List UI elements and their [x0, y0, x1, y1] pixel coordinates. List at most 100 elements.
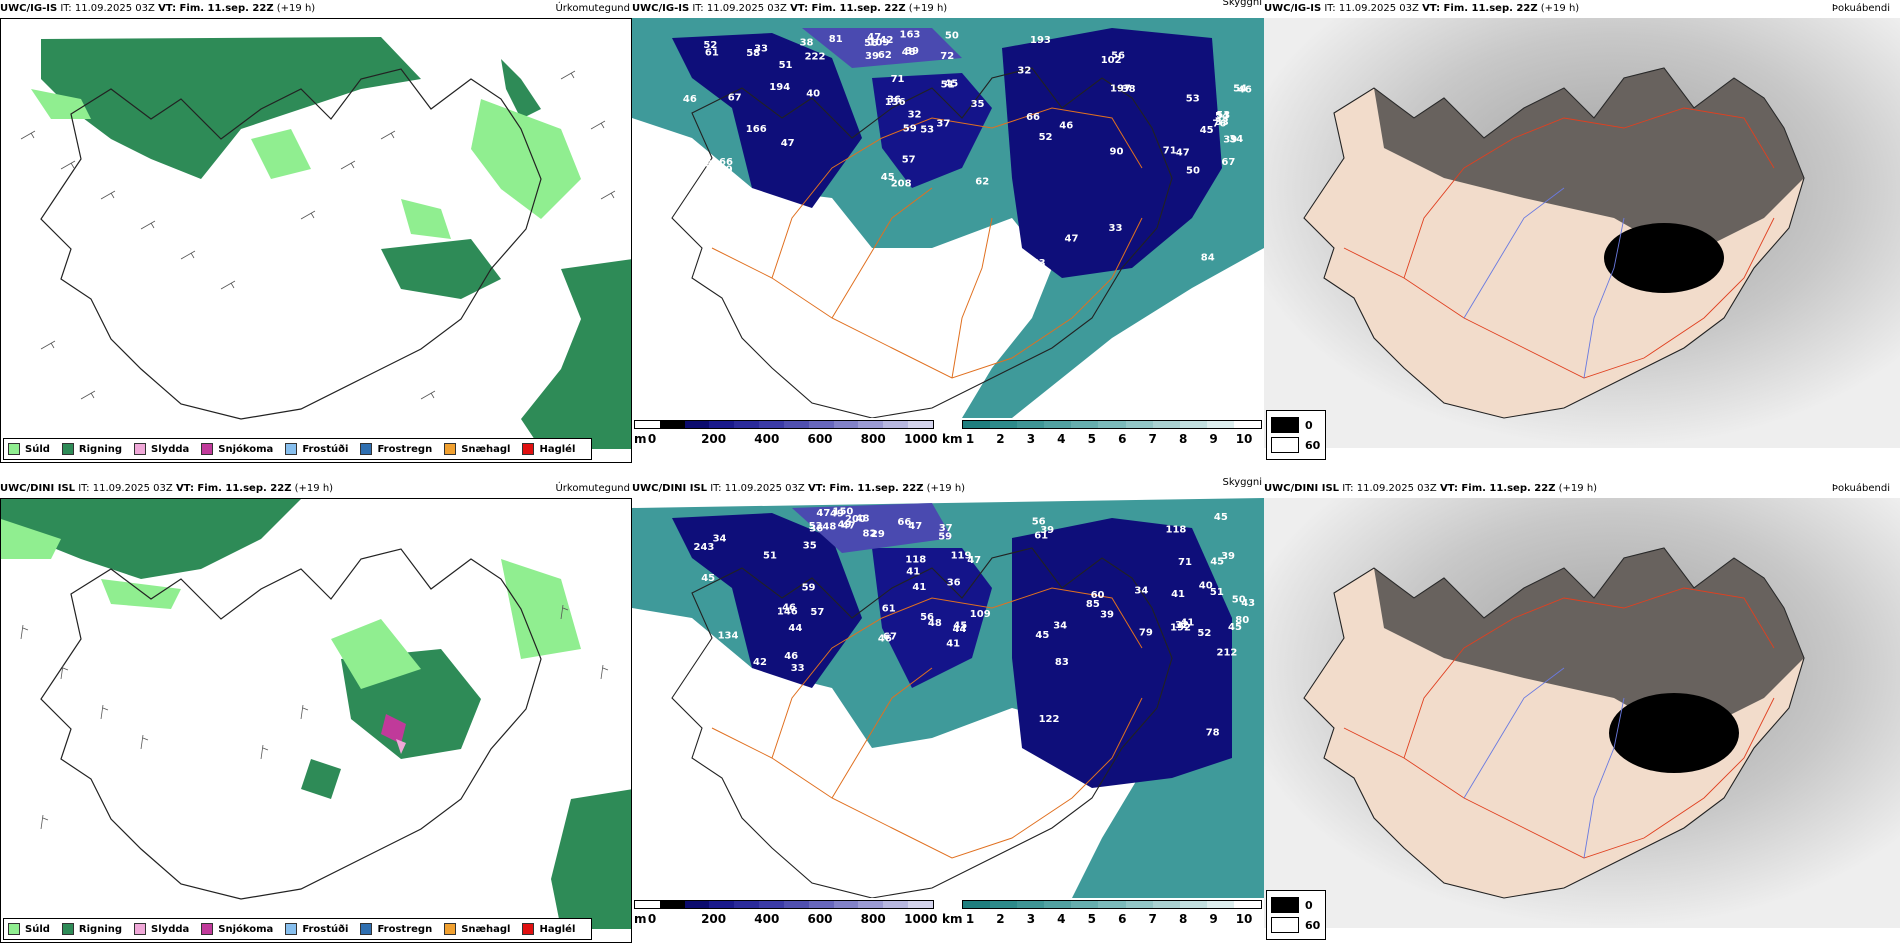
tick: 6: [1118, 912, 1127, 926]
colorbar-segment: [883, 901, 909, 908]
cloud-base-value: 56: [1032, 516, 1046, 527]
cloud-base-low: [872, 73, 992, 188]
cloud-base-value: 102: [1101, 55, 1122, 66]
colorbar-segment: [1206, 901, 1234, 908]
cloud-base-value: 33: [791, 663, 805, 674]
colorbar-segment: [759, 421, 784, 428]
cloud-base-value: 54: [1233, 84, 1247, 95]
tick: 8: [1178, 432, 1188, 446]
precip-map[interactable]: Súld Rigning Slydda Snjókoma Frostúði Fr…: [0, 18, 632, 463]
lead-time: (+19 h): [1540, 3, 1580, 14]
cloud-base-value: 38: [698, 159, 712, 170]
init-time: IT: 11.09.2025 03Z: [78, 483, 173, 494]
cloud-base-value: 52: [1039, 132, 1053, 143]
cloud-base-value: 52: [703, 40, 717, 51]
cloud-base-value: 66: [897, 517, 911, 528]
cloud-base-value: 62: [975, 177, 989, 188]
roads: [711, 107, 1143, 379]
cloud-base-value: 118: [905, 555, 926, 566]
legend-item: Frostúði: [285, 443, 348, 455]
tick: 800: [860, 432, 886, 446]
cloud-base-value: 57: [902, 154, 916, 165]
cloud-base-value: 32: [1017, 66, 1031, 77]
fog-map[interactable]: 0 60: [1264, 18, 1900, 463]
colorbar-segment: [1071, 901, 1099, 908]
cloud-base-value: 34: [1134, 585, 1148, 596]
cloud-base-value: 150: [833, 507, 854, 518]
cloud-base-value: 59: [903, 124, 917, 135]
tick: 1: [965, 912, 975, 926]
colorbar-segment: [734, 421, 760, 428]
fog-legend: 0 60: [1266, 410, 1326, 460]
panel-title: Þokuábendi: [1831, 3, 1890, 14]
colorbar-segment: [963, 421, 991, 428]
height-unit: m: [634, 432, 647, 446]
colorbar-segment: [1044, 901, 1072, 908]
dense-fog-area: [1604, 223, 1724, 293]
cloud-base-value: 32: [1175, 620, 1189, 631]
panel-visibility-bottom: UWC/DINI ISL IT: 11.09.2025 03Z VT: Fim.…: [632, 477, 1264, 940]
init-time: IT: 11.09.2025 03Z: [692, 3, 787, 14]
colorbar-segment: [1179, 421, 1207, 428]
cloud-base-value: 61: [1034, 531, 1048, 542]
dense-fog-area: [1609, 693, 1739, 773]
visibility-map[interactable]: 146 109 122 150 40 46 67 118 200 212 243 61 61 59 52 59…: [632, 498, 1264, 898]
cloud-base-value: 57: [810, 607, 824, 618]
wind-barbs: [20, 70, 616, 400]
cloud-base-value: 37: [936, 119, 950, 130]
cloud-base-value: 60: [1091, 590, 1105, 601]
cloud-base-value: 56: [1111, 51, 1125, 62]
tick: 2: [996, 432, 1005, 446]
cloud-base-value: 46: [1238, 85, 1252, 96]
cloud-base-value: 53: [1186, 94, 1200, 105]
colorbar-segment: [783, 421, 809, 428]
cloud-base-value: 56: [864, 38, 878, 49]
colorbar-segment: [1152, 901, 1180, 908]
cloud-base-value: 51: [941, 80, 955, 91]
visibility-map[interactable]: 166 136 90 222 54 66 45 38 163 76 61 62 52 50 45 194 208…: [632, 18, 1264, 418]
cloud-base-value: 46: [683, 94, 697, 105]
tick: 0: [647, 912, 657, 926]
cloud-base-value: 82: [863, 529, 877, 540]
tick: 4: [1057, 432, 1066, 446]
wind-barbs: [20, 604, 609, 830]
cloud-base-value: 45: [1210, 557, 1224, 568]
height-unit: m: [634, 912, 647, 926]
height-colorbar: [634, 900, 934, 909]
panel-title: Skyggni: [1222, 477, 1262, 488]
colorbar-segment: [709, 901, 735, 908]
cloud-base-value: 45: [1035, 630, 1049, 641]
colorbar-segment: [659, 901, 685, 908]
lead-time: (+19 h): [908, 3, 948, 14]
cloud-base-value: 50: [1186, 166, 1200, 177]
cloud-base-mid: [802, 28, 962, 68]
cloud-base-low: [1002, 28, 1222, 278]
cloud-base-value: 35: [971, 99, 985, 110]
precip-map[interactable]: Súld Rigning Slydda Snjókoma Frostúði Fr…: [0, 498, 632, 943]
cloud-base-value: 39: [865, 51, 879, 62]
cloud-base-value: 192: [1170, 623, 1191, 634]
cloud-base-value: 63: [1032, 258, 1046, 269]
panel-header: UWC/DINI ISL IT: 11.09.2025 03Z VT: Fim.…: [1264, 480, 1900, 498]
precip-map-graphic: [1, 499, 631, 929]
valid-time: VT: Fim. 11.sep. 22Z: [1439, 483, 1556, 494]
cloud-base-value: 36: [887, 95, 901, 106]
tick: 200: [701, 912, 727, 926]
cloud-base-value: 29: [871, 529, 885, 540]
panel-title: Úrkomutegund: [555, 483, 630, 494]
fog-map[interactable]: 0 60: [1264, 498, 1900, 943]
cloud-base-value: 39: [1100, 610, 1114, 621]
cloud-base-value: 109: [970, 609, 991, 620]
drizzle-areas: [31, 89, 581, 239]
colorbar-segment: [759, 901, 784, 908]
rivers: [1463, 667, 1625, 859]
tick: 9: [1209, 912, 1218, 926]
rain-areas: [41, 37, 631, 449]
colorbar-segment: [635, 901, 660, 908]
cloud-base-value: 78: [1206, 728, 1220, 739]
tick: 8: [1178, 912, 1188, 926]
colorbar-segment: [1017, 421, 1045, 428]
fog-legend-row: 0: [1271, 417, 1313, 433]
visibility-colorbar: [962, 420, 1262, 429]
tick: 7: [1148, 432, 1157, 446]
